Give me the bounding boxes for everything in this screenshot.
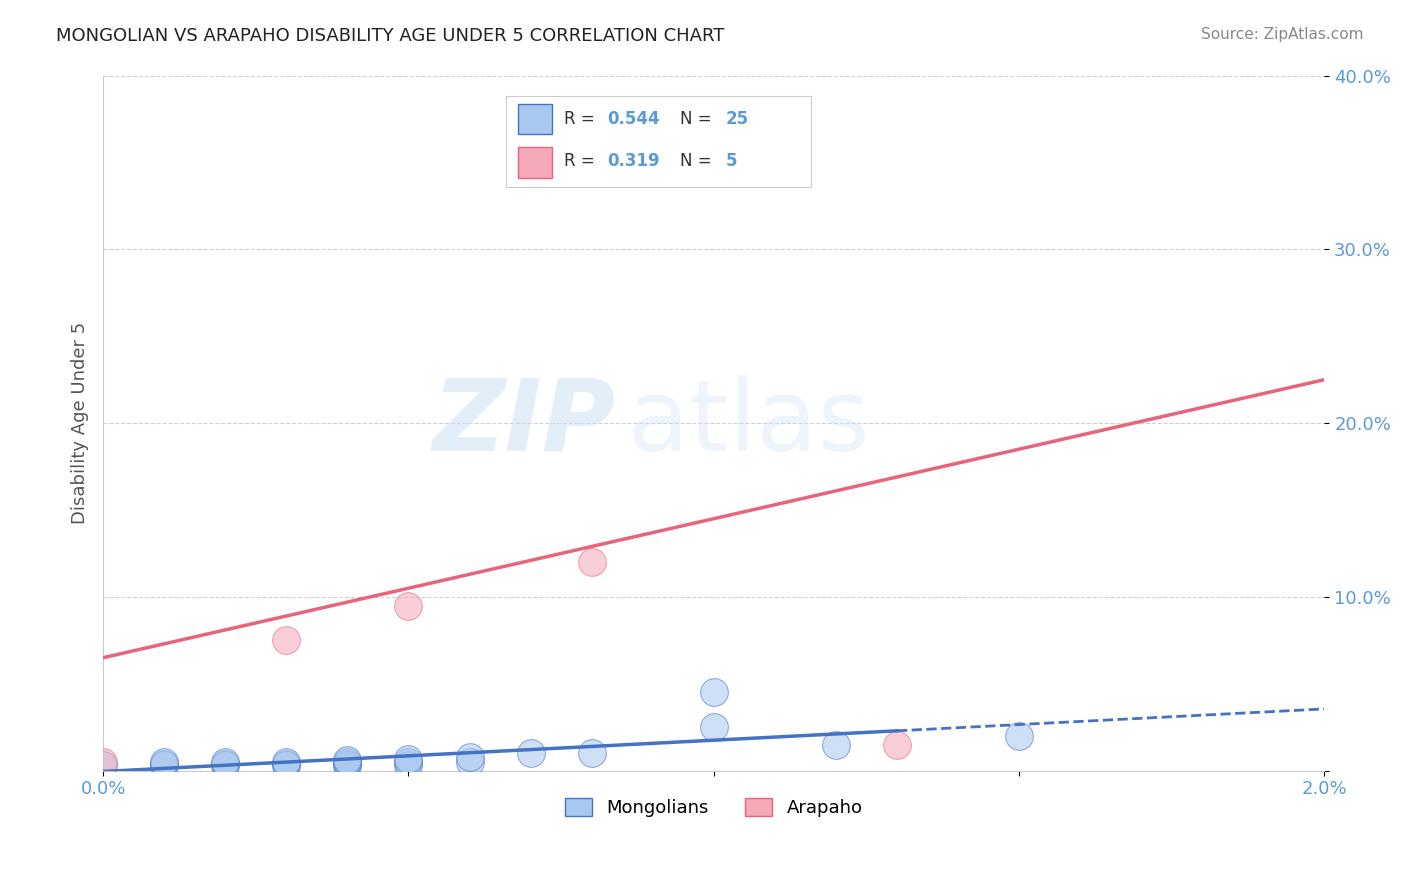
Point (519, 747, 541, 761)
Text: atlas: atlas (628, 375, 870, 472)
Point (153, 756, 176, 771)
Legend: Mongolians, Arapaho: Mongolians, Arapaho (558, 790, 870, 824)
Point (398, 755, 420, 769)
Point (153, 755, 176, 769)
Point (825, 738, 848, 752)
Point (398, 599, 420, 613)
Point (214, 755, 236, 769)
Point (581, 555, 603, 569)
Point (336, 756, 359, 771)
Point (458, 755, 481, 769)
Point (91, 758, 114, 772)
Point (276, 633, 298, 648)
Point (336, 755, 359, 769)
Point (458, 749, 481, 764)
Point (398, 758, 420, 772)
Point (214, 756, 236, 771)
Text: ZIP: ZIP (433, 375, 616, 472)
Point (276, 756, 298, 771)
Point (398, 751, 420, 765)
Point (703, 685, 725, 699)
Text: Source: ZipAtlas.com: Source: ZipAtlas.com (1201, 27, 1364, 42)
Point (214, 758, 236, 772)
Y-axis label: Disability Age Under 5: Disability Age Under 5 (72, 322, 89, 524)
Point (336, 753, 359, 767)
Point (276, 755, 298, 769)
Point (886, 738, 908, 752)
Point (703, 720, 725, 734)
Point (581, 747, 603, 761)
Point (1008, 729, 1031, 743)
Point (276, 758, 298, 772)
Point (153, 758, 176, 772)
Point (91, 755, 114, 769)
Point (336, 758, 359, 772)
Text: MONGOLIAN VS ARAPAHO DISABILITY AGE UNDER 5 CORRELATION CHART: MONGOLIAN VS ARAPAHO DISABILITY AGE UNDE… (56, 27, 724, 45)
